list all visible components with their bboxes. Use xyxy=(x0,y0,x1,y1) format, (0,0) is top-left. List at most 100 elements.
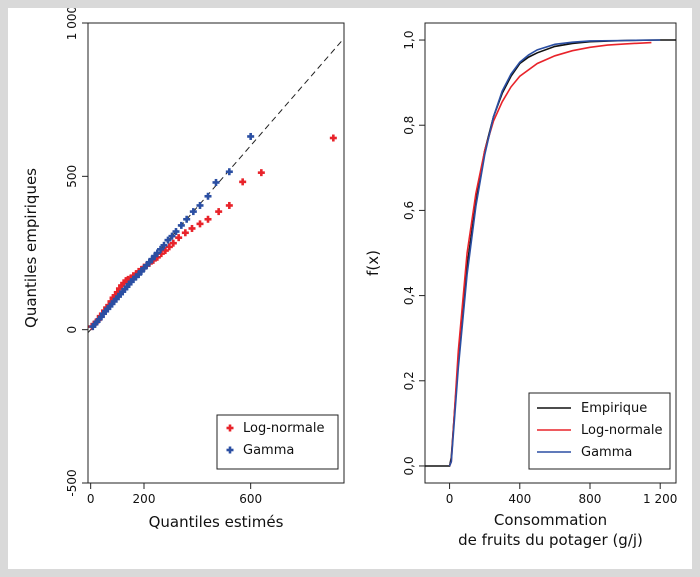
point-gamma xyxy=(137,267,145,275)
qq-plot-ticks: 0 200 600 -500 0 500 1 000 xyxy=(65,6,262,506)
point-gamma xyxy=(135,270,143,278)
point-gamma xyxy=(160,241,168,249)
legend-box xyxy=(216,414,339,470)
y-tick-label: 500 xyxy=(65,165,79,188)
point-gamma xyxy=(99,310,107,318)
y-tick-label: 0,4 xyxy=(402,286,416,305)
legend-label-log-normale: Log-normale xyxy=(581,423,662,438)
point-log-normale xyxy=(225,201,233,209)
point-log-normale xyxy=(118,282,126,290)
qq-plot-legend: Log-normale Gamma xyxy=(216,414,339,470)
point-log-normale xyxy=(196,220,204,228)
point-gamma xyxy=(177,221,185,229)
cdf-plot-x-axis-title-line-1: Consommation xyxy=(494,511,607,529)
point-gamma xyxy=(151,252,159,260)
series-line-gamma xyxy=(448,39,661,467)
point-log-normale xyxy=(165,243,173,251)
point-log-normale xyxy=(169,239,177,247)
x-tick-label: 200 xyxy=(133,492,156,506)
point-gamma xyxy=(212,178,220,186)
cdf-plot-ticks: 0 400 800 1 200 0,0 0,2 0,4 0,6 0,8 1,0 xyxy=(402,30,677,506)
cdf-plot-frame xyxy=(424,22,677,484)
x-tick-label: 400 xyxy=(508,492,531,506)
point-gamma xyxy=(204,192,212,200)
x-tick-label: 800 xyxy=(579,492,602,506)
point-log-normale xyxy=(181,229,189,237)
point-gamma xyxy=(119,288,127,296)
x-tick-label: 0 xyxy=(446,492,454,506)
y-tick-label: 0,2 xyxy=(402,371,416,390)
point-log-normale xyxy=(204,215,212,223)
chart-canvas: 0 200 600 -500 0 500 1 000 Quantiles estimés Q… xyxy=(22,6,677,549)
x-tick-label: 1 200 xyxy=(643,492,677,506)
point-log-normale xyxy=(120,279,128,287)
cdf-plot: 0 400 800 1 200 0,0 0,2 0,4 0,6 0,8 1,0 Consommat… xyxy=(364,22,677,549)
point-gamma xyxy=(114,293,122,301)
series-gamma xyxy=(89,132,255,331)
point-gamma xyxy=(148,255,156,263)
point-gamma xyxy=(102,307,110,315)
legend-label-log-normale: Log-normale xyxy=(243,421,324,436)
point-gamma xyxy=(89,323,97,331)
series-log-normale xyxy=(88,134,337,331)
y-tick-label: 1,0 xyxy=(402,30,416,49)
y-tick-label: 0 xyxy=(65,326,79,334)
figure-panel: 0 200 600 -500 0 500 1 000 Quantiles estimés Q… xyxy=(8,6,692,569)
point-log-normale xyxy=(257,169,265,177)
point-gamma xyxy=(110,297,118,305)
point-gamma xyxy=(145,258,153,266)
legend-label-gamma: Gamma xyxy=(581,445,632,460)
legend-marker-log-normale xyxy=(226,424,234,432)
qq-plot: 0 200 600 -500 0 500 1 000 Quantiles estimés Q… xyxy=(22,6,345,531)
point-log-normale xyxy=(161,247,169,255)
point-gamma xyxy=(91,320,99,328)
legend-box xyxy=(528,392,671,470)
point-gamma xyxy=(112,295,120,303)
point-gamma xyxy=(97,313,105,321)
qq-plot-x-axis-title: Quantiles estimés xyxy=(149,513,284,531)
point-gamma xyxy=(117,290,125,298)
point-log-normale xyxy=(239,178,247,186)
point-gamma xyxy=(172,228,180,236)
qq-plot-area xyxy=(88,38,344,334)
y-tick-label: 0,6 xyxy=(402,201,416,220)
cdf-plot-y-axis-title: f(x) xyxy=(364,250,382,276)
legend-marker-gamma xyxy=(226,446,234,454)
point-gamma xyxy=(127,278,135,286)
point-log-normale xyxy=(115,285,123,293)
cdf-plot-x-axis-title-line-2: de fruits du potager (g/j) xyxy=(458,531,643,549)
legend-label-empirique: Empirique xyxy=(581,401,647,416)
point-gamma xyxy=(121,285,129,293)
point-gamma xyxy=(143,261,151,269)
point-log-normale xyxy=(175,234,183,242)
point-log-normale xyxy=(329,134,337,142)
point-gamma xyxy=(93,318,101,326)
point-gamma xyxy=(129,275,137,283)
point-gamma xyxy=(132,273,140,281)
point-gamma xyxy=(247,132,255,140)
series-line-log-normale xyxy=(448,41,652,467)
point-gamma xyxy=(153,249,161,257)
point-gamma xyxy=(168,232,176,240)
cdf-plot-legend: Empirique Log-normale Gamma xyxy=(528,392,671,470)
point-gamma xyxy=(95,315,103,323)
point-log-normale xyxy=(188,224,196,232)
y-tick-label: 0,0 xyxy=(402,456,416,475)
y-tick-label: 0,8 xyxy=(402,116,416,135)
x-tick-label: 600 xyxy=(239,492,262,506)
point-gamma xyxy=(189,208,197,216)
point-log-normale xyxy=(215,208,223,216)
qq-plot-y-axis-title: Quantiles empiriques xyxy=(22,168,40,328)
point-gamma xyxy=(196,201,204,209)
point-gamma xyxy=(183,215,191,223)
point-gamma xyxy=(140,264,148,272)
point-log-normale xyxy=(157,250,165,258)
point-log-normale xyxy=(113,288,121,296)
point-gamma xyxy=(123,283,131,291)
point-gamma xyxy=(225,168,233,176)
x-tick-label: 0 xyxy=(87,492,95,506)
point-gamma xyxy=(104,305,112,313)
qq-plot-frame xyxy=(87,22,345,484)
point-gamma xyxy=(157,245,165,253)
y-tick-label: -500 xyxy=(65,469,79,496)
